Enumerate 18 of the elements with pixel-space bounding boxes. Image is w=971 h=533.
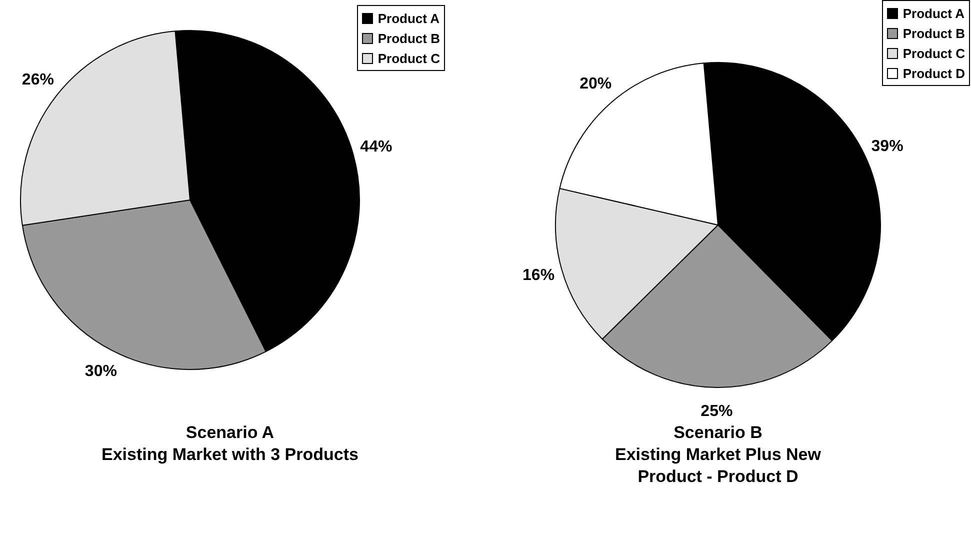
text: Existing Market Plus New Product - Product D: [614, 444, 822, 488]
text: Existing Market with 3 Products: [100, 444, 360, 466]
legend-label: Product A: [902, 6, 965, 20]
data-label: 20%: [580, 76, 612, 93]
text: Scenario A: [184, 422, 276, 444]
text: Scenario B: [672, 422, 764, 444]
legend-label: Product B: [378, 30, 440, 46]
data-label: 26%: [22, 72, 54, 89]
legend-label: Product A: [378, 10, 440, 26]
legend-label: Product C: [378, 50, 440, 66]
data-label: 39%: [871, 138, 904, 156]
data-label: 44%: [360, 138, 392, 156]
legend-label: Product D: [902, 66, 965, 80]
data-label: 30%: [84, 363, 117, 380]
legend-label: Product C: [902, 46, 965, 60]
legend-label: Product B: [902, 26, 965, 40]
data-label: 25%: [700, 402, 733, 420]
data-label: 16%: [522, 267, 555, 284]
